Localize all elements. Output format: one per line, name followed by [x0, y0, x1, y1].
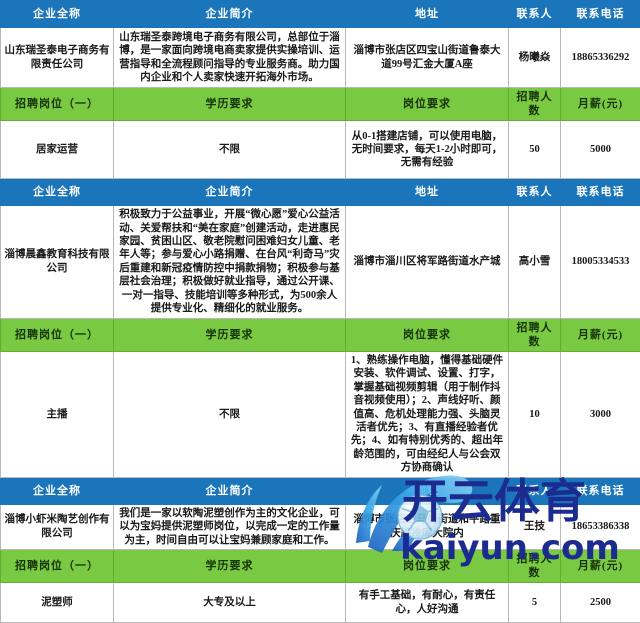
company-phone: 18005334533 — [561, 206, 640, 319]
job-salary: 3000 — [561, 351, 640, 477]
job-salary: 2500 — [561, 583, 640, 623]
col-header-education: 学历要求 — [114, 318, 346, 351]
job-header-row: 招聘岗位（一） 学历要求 岗位要求 招聘人数 月薪(元) — [1, 550, 640, 583]
company-name: 淄博晨鑫教育科技有限公司 — [1, 206, 114, 319]
recruitment-table-page: 企业全称 企业简介 地址 联系人 联系电话 山东瑞圣泰电子商务有限责任公司 山东… — [0, 0, 640, 575]
col-header-requirements: 岗位要求 — [346, 550, 509, 583]
company-contact: 杨曦焱 — [509, 28, 561, 88]
job-row: 主播 不限 1、熟练操作电脑，懂得基础硬件安装、软件调试、设置、打字，掌握基础视… — [1, 351, 640, 477]
col-header-phone: 联系电话 — [561, 477, 640, 504]
col-header-address: 地址 — [346, 1, 509, 28]
col-header-address: 地址 — [346, 179, 509, 206]
col-header-salary: 月薪(元) — [561, 88, 640, 121]
col-header-requirements: 岗位要求 — [346, 318, 509, 351]
job-requirements: 从0-1搭建店铺，可以使用电脑，无时间要求，每天1-2小时即可，无需有经验 — [346, 121, 509, 179]
job-requirements: 1、熟练操作电脑，懂得基础硬件安装、软件调试、设置、打字，掌握基础视频剪辑（用于… — [346, 351, 509, 477]
job-headcount: 10 — [509, 351, 561, 477]
col-header-salary: 月薪(元) — [561, 550, 640, 583]
company-address: 淄博市淄川区将军路街道水产城 — [346, 206, 509, 319]
col-header-contact: 联系人 — [509, 1, 561, 28]
job-salary: 5000 — [561, 121, 640, 179]
company-intro: 我们是一家以软陶泥塑创作为主的文化企业，可以为宝妈提供泥塑师岗位，以完成一定的工… — [114, 504, 346, 549]
company-header-row: 企业全称 企业简介 地址 联系人 联系电话 — [1, 477, 640, 504]
company-header-row: 企业全称 企业简介 地址 联系人 联系电话 — [1, 1, 640, 28]
col-header-position: 招聘岗位（一） — [1, 88, 114, 121]
job-row: 泥塑师 大专及以上 有手工基础，有耐心，有责任心，人好沟通 5 2500 — [1, 583, 640, 623]
col-header-contact: 联系人 — [509, 179, 561, 206]
company-intro: 积极致力于公益事业，开展“微心愿”爱心公益活动、关爱帮扶和“美在家庭”创建活动，… — [114, 206, 346, 319]
col-header-company-intro: 企业简介 — [114, 1, 346, 28]
company-name: 山东瑞圣泰电子商务有限责任公司 — [1, 28, 114, 88]
job-position: 主播 — [1, 351, 114, 477]
job-education: 不限 — [114, 121, 346, 179]
job-row: 居家运营 不限 从0-1搭建店铺，可以使用电脑，无时间要求，每天1-2小时即可，… — [1, 121, 640, 179]
job-header-row: 招聘岗位（一） 学历要求 岗位要求 招聘人数 月薪(元) — [1, 88, 640, 121]
job-education: 大专及以上 — [114, 583, 346, 623]
col-header-phone: 联系电话 — [561, 1, 640, 28]
col-header-education: 学历要求 — [114, 88, 346, 121]
job-education: 不限 — [114, 351, 346, 477]
col-header-headcount: 招聘人数 — [509, 318, 561, 351]
col-header-education: 学历要求 — [114, 550, 346, 583]
job-position: 居家运营 — [1, 121, 114, 179]
col-header-company-name: 企业全称 — [1, 1, 114, 28]
col-header-headcount: 招聘人数 — [509, 88, 561, 121]
company-name: 淄博小虾米陶艺创作有限公司 — [1, 504, 114, 549]
col-header-requirements: 岗位要求 — [346, 88, 509, 121]
company-phone: 18865336292 — [561, 28, 640, 88]
company-row: 山东瑞圣泰电子商务有限责任公司 山东瑞圣泰跨境电子商务有限公司，总部位于淄博，是… — [1, 28, 640, 88]
company-contact: 王技 — [509, 504, 561, 549]
company-address: 淄博市张店区马尚街道和平路重庆路冷库大院内 — [346, 504, 509, 549]
col-header-address: 地址 — [346, 477, 509, 504]
col-header-phone: 联系电话 — [561, 179, 640, 206]
job-headcount: 5 — [509, 583, 561, 623]
col-header-company-intro: 企业简介 — [114, 477, 346, 504]
col-header-contact: 联系人 — [509, 477, 561, 504]
col-header-company-intro: 企业简介 — [114, 179, 346, 206]
job-headcount: 50 — [509, 121, 561, 179]
col-header-salary: 月薪(元) — [561, 318, 640, 351]
col-header-company-name: 企业全称 — [1, 477, 114, 504]
company-phone: 18653386338 — [561, 504, 640, 549]
job-position: 泥塑师 — [1, 583, 114, 623]
col-header-position: 招聘岗位（一） — [1, 550, 114, 583]
company-intro: 山东瑞圣泰跨境电子商务有限公司，总部位于淄博，是一家面向跨境电商卖家提供实操培训… — [114, 28, 346, 88]
company-row: 淄博晨鑫教育科技有限公司 积极致力于公益事业，开展“微心愿”爱心公益活动、关爱帮… — [1, 206, 640, 319]
company-contact: 高小雪 — [509, 206, 561, 319]
job-requirements: 有手工基础，有耐心，有责任心，人好沟通 — [346, 583, 509, 623]
col-header-position: 招聘岗位（一） — [1, 318, 114, 351]
col-header-company-name: 企业全称 — [1, 179, 114, 206]
job-header-row: 招聘岗位（一） 学历要求 岗位要求 招聘人数 月薪(元) — [1, 318, 640, 351]
company-address: 淄博市张店区四宝山街道鲁泰大道99号汇金大厦A座 — [346, 28, 509, 88]
company-row: 淄博小虾米陶艺创作有限公司 我们是一家以软陶泥塑创作为主的文化企业，可以为宝妈提… — [1, 504, 640, 549]
company-header-row: 企业全称 企业简介 地址 联系人 联系电话 — [1, 179, 640, 206]
col-header-headcount: 招聘人数 — [509, 550, 561, 583]
